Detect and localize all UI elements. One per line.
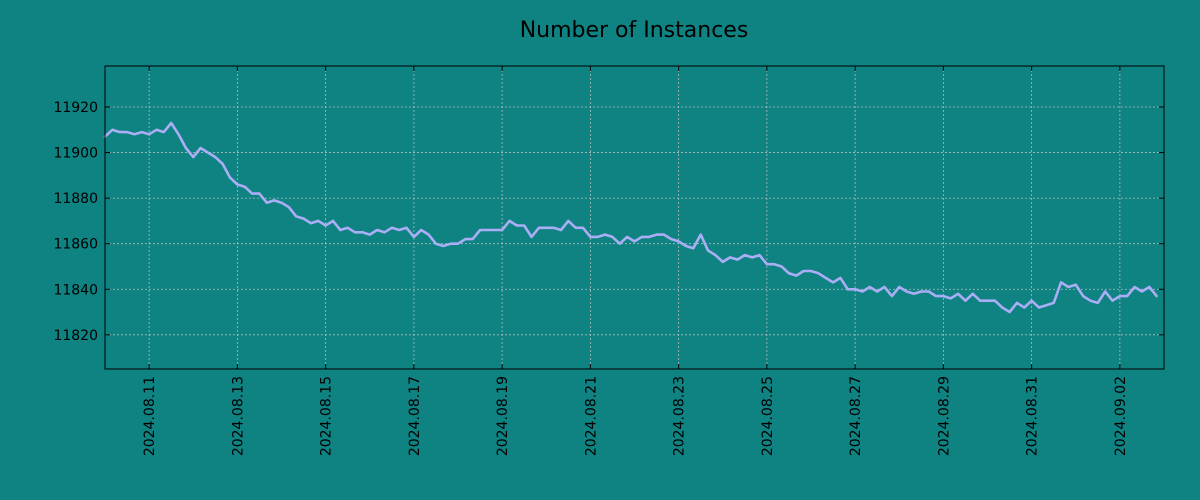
x-tick-label: 2024.08.13 [230, 376, 246, 456]
series-layer [103, 121, 1158, 314]
series-line-instances [103, 121, 1158, 314]
grid [105, 66, 1164, 369]
x-tick-label: 2024.08.19 [495, 376, 511, 456]
x-tick-label: 2024.08.29 [936, 376, 952, 456]
x-tick-label: 2024.08.17 [407, 376, 423, 456]
x-tick-label: 2024.08.11 [142, 376, 158, 456]
x-tick-label: 2024.08.15 [319, 376, 335, 456]
x-tick-label: 2024.08.31 [1025, 376, 1041, 456]
x-tick-label: 2024.08.23 [672, 376, 688, 456]
x-tick-label: 2024.08.25 [760, 376, 776, 456]
x-tick-label: 2024.08.27 [848, 376, 864, 456]
y-tick-label: 11900 [53, 146, 98, 162]
x-tick-label: 2024.08.21 [583, 376, 599, 456]
y-tick-label: 11860 [53, 237, 98, 253]
axis-ticks: 2024.08.11 2024.08.13 2024.08.15 2024.08.17… [53, 66, 1164, 456]
y-tick-label: 11840 [53, 282, 98, 298]
plot-frame [104, 65, 1165, 370]
x-tick-label: 2024.09.02 [1113, 376, 1129, 456]
chart-title: Number of Instances [520, 18, 749, 43]
y-tick-label: 11880 [53, 191, 98, 207]
y-tick-label: 11820 [53, 328, 98, 344]
y-tick-label: 11920 [53, 100, 98, 116]
